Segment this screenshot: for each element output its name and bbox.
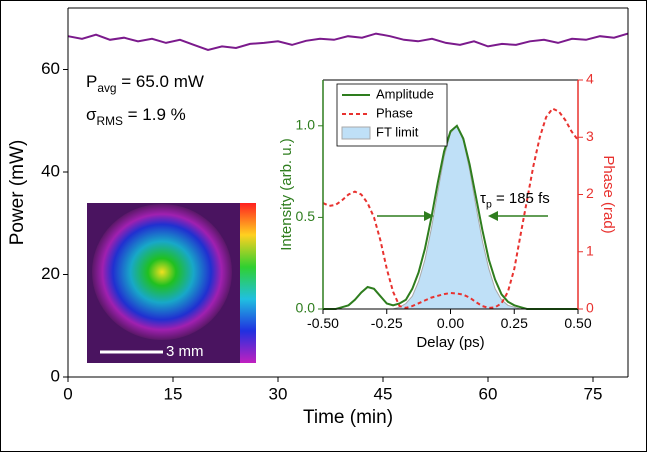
y-axis-label: Intensity (arb. u.) [278,138,295,251]
scale-label: 3 mm [166,343,204,360]
legend-label: Amplitude [376,86,434,101]
y-tick-label: 0.5 [296,208,316,224]
x-axis-label: Time (min) [303,407,393,428]
area [323,125,578,309]
y2-tick-label: 3 [586,128,594,144]
y2-tick-label: 1 [586,242,594,258]
x-tick-label: 0.25 [501,315,528,331]
y-tick-label: 60 [41,59,60,78]
annotation-main: P [86,72,97,91]
x-tick-label: 60 [479,385,498,404]
x-tick-label: 0 [63,385,72,404]
x-tick-label: 75 [584,385,603,404]
y-tick-label: 0.0 [296,300,316,316]
y-tick-label: 40 [41,161,60,180]
annotation: σRMS = 1.9 % [86,105,186,128]
colorbar [240,203,256,363]
y2-axis-label: Phase (rad) [600,155,617,233]
line [322,107,579,309]
annotation-rest: = 1.9 % [123,105,186,124]
legend-swatch [341,126,371,140]
x-tick-label: 30 [269,385,288,404]
x-tick-label: 45 [374,385,393,404]
x-tick-label: 0.00 [437,315,464,331]
annotation-rest: = 65.0 mW [117,72,204,91]
annotation-sub: avg [97,81,116,95]
annotation: Pavg = 65.0 mW [86,72,204,95]
x-tick-label: -0.25 [371,315,403,331]
y-axis-label: Power (mW) [7,140,28,246]
y-tick-label: 1.0 [296,117,316,133]
beam-spot [92,204,232,340]
x-tick-label: 15 [164,385,183,404]
legend-label: Phase [376,105,413,120]
annotation-sub: RMS [97,114,123,128]
fwhm-arrowhead [424,211,434,221]
x-tick-label: 0.50 [564,315,591,331]
legend-label: FT limit [376,124,419,139]
fwhm-arrowhead [488,211,498,221]
y2-tick-label: 4 [586,71,594,87]
x-tick-label: -0.50 [307,315,339,331]
y2-tick-label: 0 [586,300,594,316]
y-tick-label: 20 [41,264,60,283]
line [67,32,629,52]
x-axis-label: Delay (ps) [416,334,484,351]
annotation: τp = 185 fs [480,190,550,210]
annotation-sub: p [486,198,492,210]
annotation-rest: = 185 fs [492,190,550,207]
y-tick-label: 0 [51,366,60,385]
annotation-main: τ [480,190,486,207]
y2-tick-label: 2 [586,185,594,201]
annotation-main: σ [86,105,97,124]
